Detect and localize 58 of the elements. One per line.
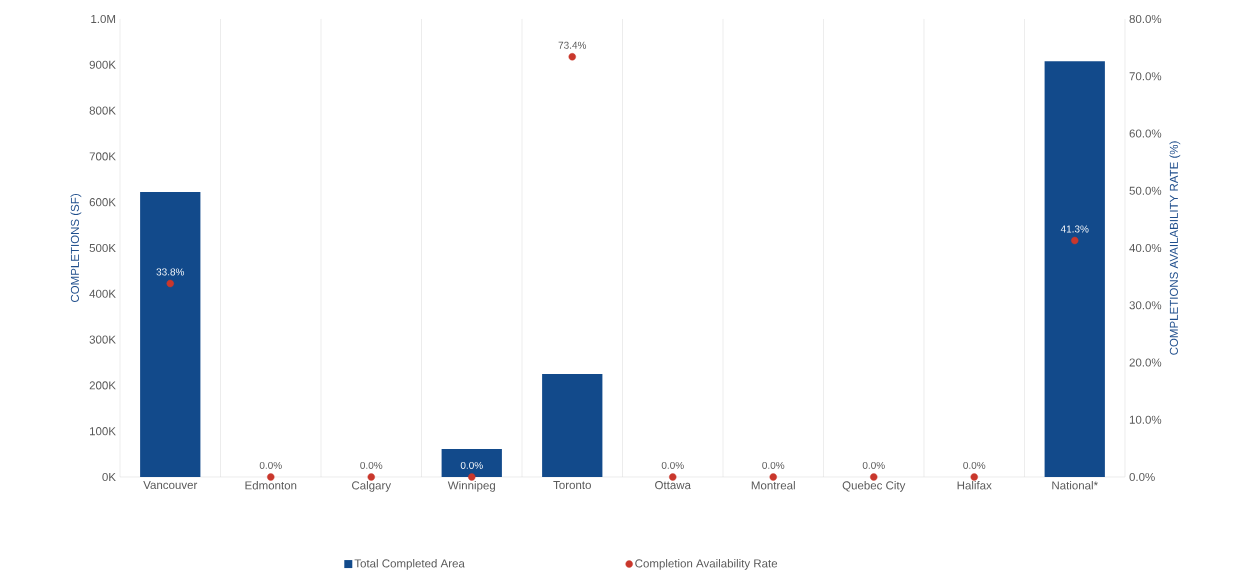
point [669,473,677,481]
data-label: 33.8% [156,268,185,276]
y2-tick-label: 10.0% [1129,415,1162,424]
point [468,473,476,481]
bar [1044,61,1105,477]
legend-label: Completion Availability Rate [635,559,778,570]
y2-tick-label: 20.0% [1129,358,1162,367]
bar [140,192,201,477]
point [367,473,375,481]
data-label: 0.0% [862,461,885,469]
x-tick-label: Toronto [553,481,591,490]
point [166,279,174,288]
data-label: 0.0% [762,461,785,469]
y-tick-label: 600K [89,198,116,207]
point [1071,236,1079,245]
x-tick-label: Halifax [957,481,992,490]
data-label: 0.0% [460,461,483,469]
y2-tick-label: 0.0% [1129,472,1155,482]
data-label: 0.0% [360,461,383,469]
y-axis-title: COMPLETIONS (SF) [70,194,82,303]
x-tick-label: Vancouver [143,481,198,490]
x-tick-label: Ottawa [655,480,691,490]
y-tick-label: 200K [89,381,116,390]
point [970,473,978,481]
data-label: 0.0% [963,461,986,469]
bar [441,449,502,477]
y2-tick-label: 80.0% [1129,14,1162,24]
y-tick-label: 400K [89,289,116,298]
y-tick-label: 0K [102,472,116,482]
x-tick-label: Montreal [751,481,795,490]
y-tick-label: 500K [89,243,116,253]
y2-tick-label: 70.0% [1129,72,1162,81]
point [870,473,878,481]
y2-tick-label: 30.0% [1129,301,1162,310]
data-label: 41.3% [1060,225,1089,233]
x-tick-label: Edmonton [245,481,297,490]
y-tick-label: 900K [89,60,116,69]
legend-label: Total Completed Area [354,559,465,570]
x-tick-label: Quebec City [842,481,906,492]
data-label: 0.0% [661,461,684,469]
y2-tick-label: 50.0% [1129,186,1162,195]
point [769,473,777,481]
bar [542,373,603,477]
y2-tick-label: 40.0% [1129,243,1162,253]
y-tick-label: 300K [89,335,116,344]
y-tick-label: 1.0M [91,14,116,24]
x-tick-label: National* [1052,481,1098,490]
point [568,53,576,61]
y2-tick-label: 60.0% [1129,129,1162,138]
y-tick-label: 800K [89,106,116,115]
x-tick-label: Winnipeg [447,481,495,492]
data-label: 73.4% [558,41,587,49]
data-label: 0.0% [259,461,282,469]
point [267,473,275,481]
y-tick-label: 700K [89,152,116,161]
x-tick-label: Calgary [352,481,392,492]
y-tick-label: 100K [90,427,116,436]
y2-axis-title: COMPLETIONS AVAILABILITY RATE (%) [1169,141,1181,355]
